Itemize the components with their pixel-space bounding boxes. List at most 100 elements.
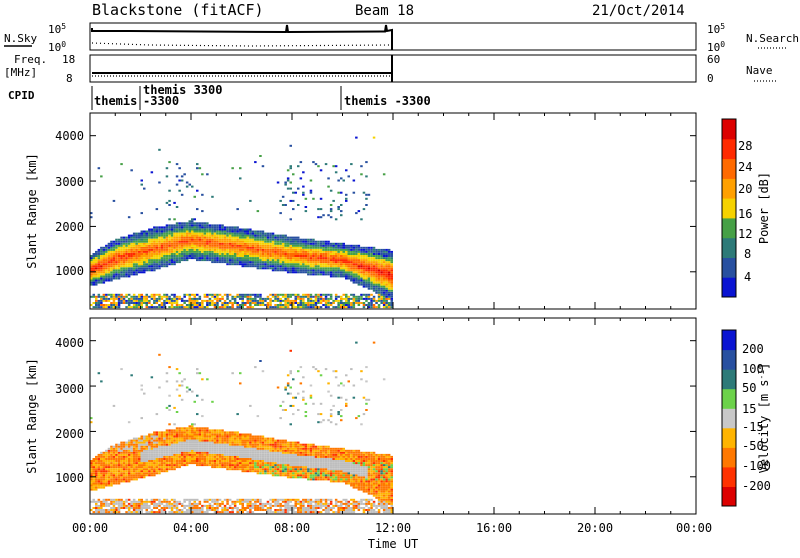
power-cell — [300, 304, 303, 306]
power-cell — [166, 243, 169, 245]
power-cell — [151, 249, 154, 251]
power-cell — [365, 280, 368, 282]
power-cell — [340, 247, 343, 249]
power-cell — [348, 269, 351, 271]
velocity-cell — [262, 507, 265, 509]
power-cell — [259, 241, 262, 243]
velocity-cell — [231, 464, 234, 466]
power-cell — [242, 302, 245, 304]
velocity-cell — [108, 509, 111, 511]
power-cell — [234, 296, 237, 298]
power-cell — [236, 235, 239, 237]
power-cell — [108, 280, 111, 282]
velocity-cell — [209, 509, 212, 511]
power-cell — [178, 237, 181, 239]
velocity-cell — [153, 505, 156, 507]
velocity-cell — [166, 440, 169, 442]
velocity-cell — [201, 448, 204, 450]
velocity-cell — [105, 499, 108, 501]
power-cell — [206, 253, 209, 255]
power-cell — [282, 249, 285, 251]
power-cell — [350, 302, 353, 304]
power-cell — [204, 241, 207, 243]
power-cell — [391, 265, 394, 267]
velocity-cell — [236, 501, 239, 503]
power-cell — [176, 255, 179, 257]
power-cell — [95, 269, 98, 271]
power-cell — [146, 237, 149, 239]
velocity-cell — [138, 456, 141, 458]
power-cell — [113, 253, 116, 255]
velocity-cell — [98, 466, 101, 468]
power-cell — [262, 298, 265, 300]
power-cell — [224, 253, 227, 255]
velocity-cell — [113, 458, 116, 460]
power-cell — [264, 263, 267, 265]
power-cell — [380, 251, 383, 253]
velocity-cell — [176, 368, 179, 370]
velocity-cell — [191, 454, 194, 456]
velocity-cell — [173, 450, 176, 452]
velocity-cell — [221, 448, 224, 450]
power-cell — [221, 298, 224, 300]
power-cell — [110, 271, 113, 273]
power-cell — [247, 255, 250, 257]
power-cell — [287, 300, 290, 302]
velocity-cell — [135, 501, 138, 503]
power-cell — [315, 251, 318, 253]
velocity-cell — [176, 380, 179, 382]
power-cell — [163, 241, 166, 243]
power-cell — [113, 269, 116, 271]
velocity-cell — [125, 464, 128, 466]
power-cell — [350, 294, 353, 296]
velocity-cell — [257, 436, 260, 438]
power-cell — [388, 259, 391, 261]
power-cell — [219, 249, 222, 251]
power-cell — [138, 300, 141, 302]
power-cell — [322, 271, 325, 273]
power-cell — [345, 267, 348, 269]
velocity-cell — [173, 440, 176, 442]
velocity-cell — [242, 440, 245, 442]
power-cell — [373, 273, 376, 275]
power-cell — [350, 253, 353, 255]
velocity-cell — [123, 480, 126, 482]
velocity-cell — [219, 429, 222, 431]
power-cell — [279, 245, 282, 247]
power-cell — [378, 294, 381, 296]
velocity-cell — [186, 391, 189, 393]
power-cell — [383, 296, 386, 298]
power-cell — [146, 302, 149, 304]
velocity-cell — [254, 462, 257, 464]
power-cell — [214, 304, 217, 306]
power-cell — [173, 261, 176, 263]
power-cell — [103, 265, 106, 267]
velocity-cell — [226, 444, 229, 446]
power-cell — [391, 284, 394, 286]
power-cell — [214, 294, 217, 296]
velocity-cell — [186, 462, 189, 464]
power-cell — [123, 296, 126, 298]
velocity-cell — [98, 478, 101, 480]
power-cell — [115, 278, 118, 280]
velocity-cell — [93, 507, 96, 509]
power-cell — [161, 257, 164, 259]
power-cell — [128, 269, 130, 271]
power-cell — [297, 257, 300, 259]
power-cell — [128, 271, 130, 273]
power-cell — [133, 302, 136, 304]
power-cell — [148, 229, 151, 231]
velocity-cell — [120, 452, 123, 454]
power-cell — [355, 278, 358, 280]
velocity-cell — [98, 499, 101, 501]
power-cell — [196, 231, 199, 233]
velocity-cell — [113, 460, 116, 462]
velocity-cell — [196, 368, 199, 370]
power-cell — [171, 224, 174, 226]
power-cell — [234, 241, 237, 243]
power-cell — [191, 239, 194, 241]
power-cell — [383, 304, 386, 306]
power-cell — [110, 296, 113, 298]
velocity-cell — [252, 442, 255, 444]
power-cell — [143, 302, 146, 304]
